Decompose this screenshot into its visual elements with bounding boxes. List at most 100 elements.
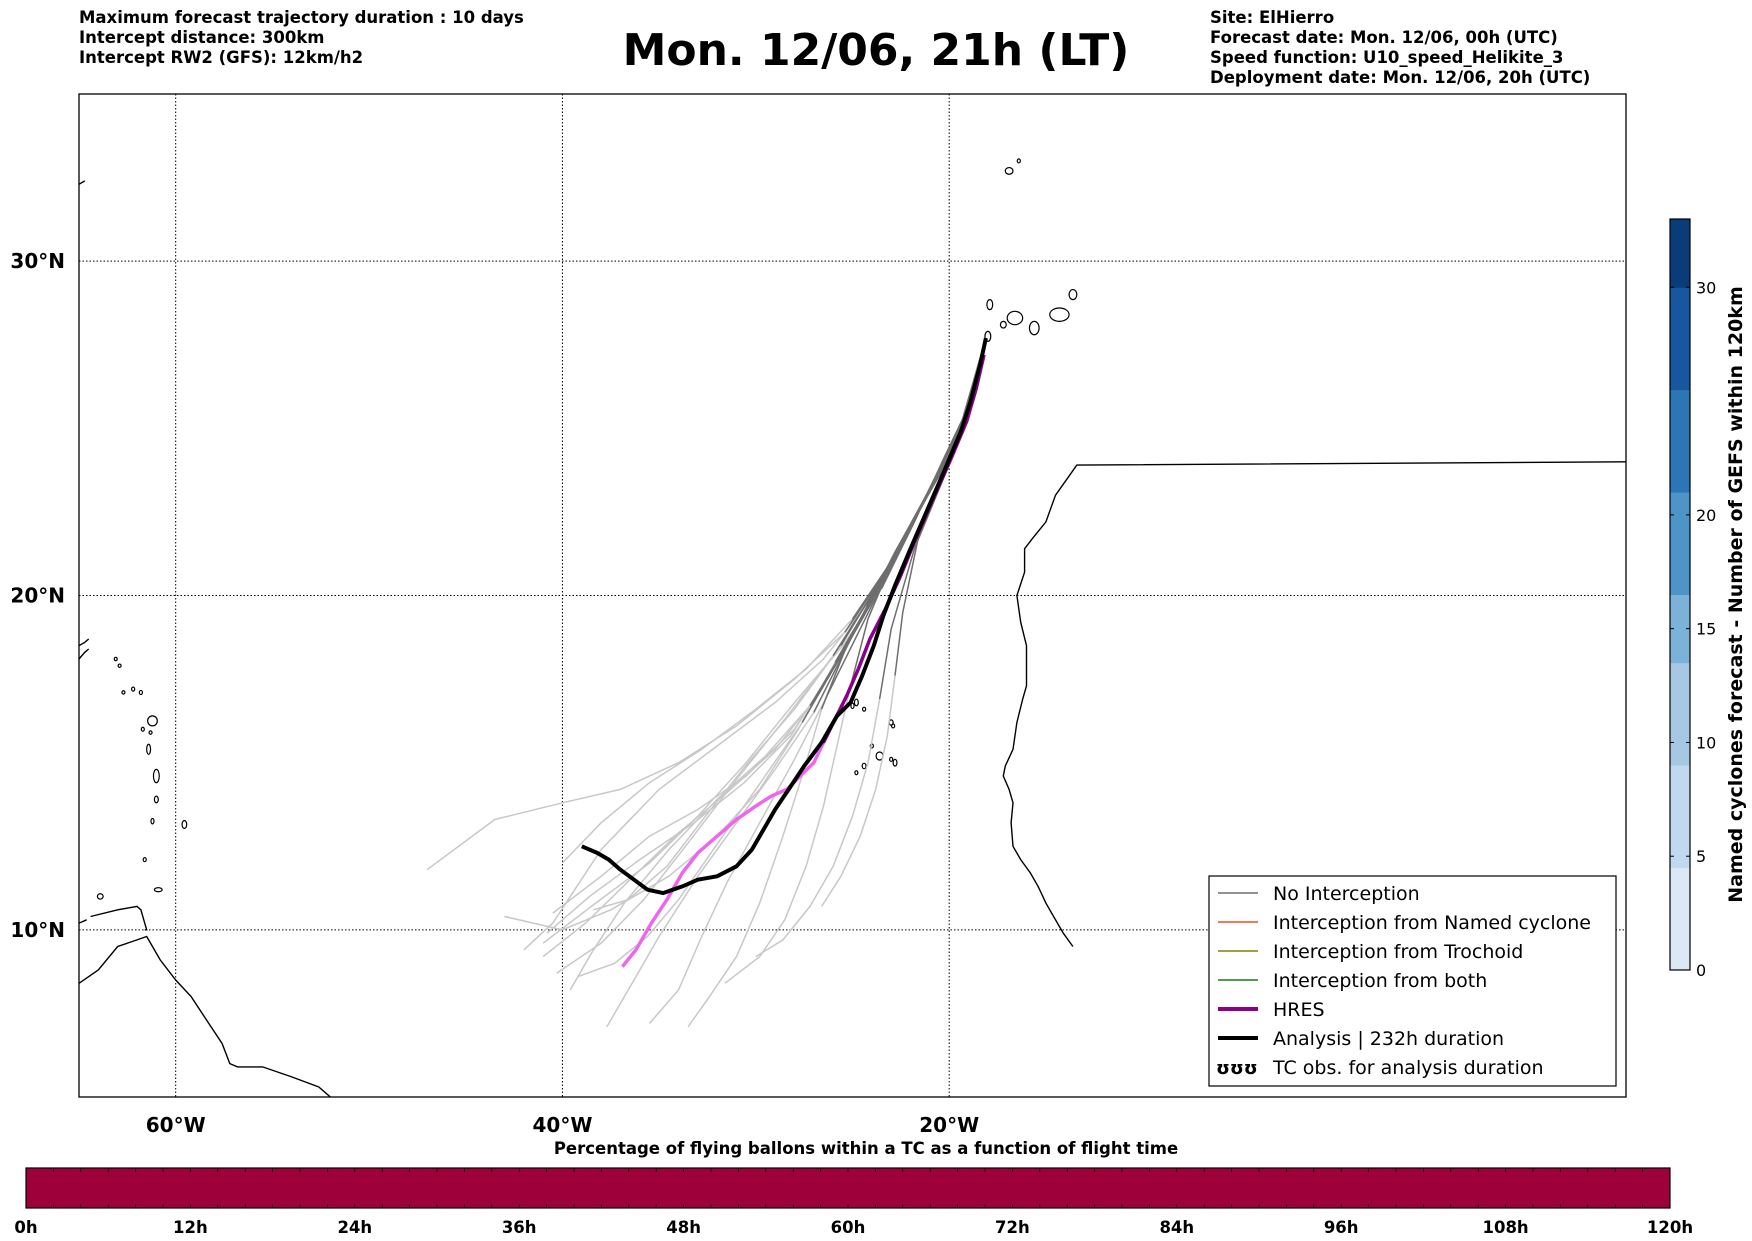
colorbar-level bbox=[1670, 492, 1690, 527]
island bbox=[153, 795, 159, 804]
forecast-date-text: Forecast date: Mon. 12/06, 00h (UTC) bbox=[1210, 28, 1558, 47]
island bbox=[130, 686, 136, 692]
island bbox=[146, 743, 152, 755]
colorbar-title: Named cyclones forecast - Number of GEFS… bbox=[1725, 286, 1747, 903]
island bbox=[150, 817, 155, 825]
island bbox=[117, 663, 122, 668]
legend: No Interception Interception from Named c… bbox=[1208, 875, 1617, 1087]
colorbar-level bbox=[1670, 253, 1690, 288]
island bbox=[0, 853, 7, 860]
max-duration-text: Maximum forecast trajectory duration : 1… bbox=[79, 8, 524, 27]
ensemble-track-late bbox=[523, 605, 867, 951]
colorbar-level bbox=[1670, 594, 1690, 630]
colorbar-level bbox=[1670, 731, 1690, 766]
legend-label: Interception from Named cyclone bbox=[1273, 912, 1591, 934]
island bbox=[1068, 288, 1078, 301]
colorbar-level bbox=[1670, 219, 1690, 254]
island bbox=[861, 706, 867, 712]
island bbox=[892, 758, 898, 767]
island bbox=[861, 762, 867, 770]
flight-time-tick-label: 60h bbox=[831, 1218, 866, 1237]
flight-time-tick-label: 24h bbox=[337, 1218, 372, 1237]
flight-time-tick-label: 36h bbox=[502, 1218, 537, 1237]
legend-box bbox=[1208, 875, 1617, 1087]
flight-time-tick-label: 72h bbox=[995, 1218, 1030, 1237]
colorbar-tick-label: 20 bbox=[1696, 506, 1716, 525]
deployment-date-text: Deployment date: Mon. 12/06, 20h (UTC) bbox=[1210, 68, 1591, 87]
island bbox=[850, 702, 855, 710]
colorbar-level bbox=[1670, 457, 1690, 493]
flight-time-tick-label: 96h bbox=[1324, 1218, 1359, 1237]
island bbox=[1016, 158, 1021, 164]
colorbar-level bbox=[1670, 526, 1690, 561]
flight-time-colorbar: Percentage of flying ballons within a TC… bbox=[14, 1139, 1693, 1237]
longitude-label: 40°W bbox=[532, 1113, 592, 1137]
island bbox=[853, 698, 859, 707]
legend-label: Interception from Trochoid bbox=[1273, 941, 1523, 963]
coastline bbox=[79, 648, 90, 660]
island bbox=[138, 689, 144, 696]
colorbar-level bbox=[1670, 560, 1690, 595]
flight-time-tick-label: 48h bbox=[666, 1218, 701, 1237]
island bbox=[148, 730, 153, 735]
colorbar-level bbox=[1670, 867, 1690, 903]
legend-label: TC obs. for analysis duration bbox=[1272, 1057, 1544, 1079]
island bbox=[986, 299, 994, 311]
legend-label: Interception from both bbox=[1273, 970, 1487, 992]
ensemble-track-late bbox=[755, 698, 881, 958]
colorbar-level bbox=[1670, 935, 1690, 971]
ensemble-track-late bbox=[561, 618, 854, 864]
island bbox=[140, 726, 145, 732]
island bbox=[153, 887, 163, 893]
flight-time-tick-label: 84h bbox=[1159, 1218, 1194, 1237]
colorbar-tick-label: 5 bbox=[1696, 847, 1706, 866]
flight-time-tick-label: 12h bbox=[173, 1218, 208, 1237]
island bbox=[984, 330, 992, 343]
island bbox=[1028, 320, 1040, 336]
ensemble-track-late bbox=[556, 655, 834, 974]
africa-coastline bbox=[1002, 461, 1626, 947]
flight-time-tick-label: 0h bbox=[14, 1218, 37, 1237]
latitude-label: 10°N bbox=[10, 918, 65, 942]
coastlines bbox=[0, 158, 1626, 1097]
coastline bbox=[79, 638, 90, 647]
ensemble-track-late bbox=[606, 712, 815, 1028]
trajectories bbox=[426, 337, 988, 1028]
island bbox=[889, 756, 894, 762]
colorbar-level bbox=[1670, 662, 1690, 698]
colorbar-level bbox=[1670, 901, 1690, 937]
island bbox=[999, 320, 1007, 329]
longitude-label: 20°W bbox=[919, 1113, 979, 1137]
colorbar-level bbox=[1670, 628, 1690, 664]
colorbar-level bbox=[1670, 696, 1690, 732]
island bbox=[1049, 307, 1070, 322]
island bbox=[1006, 310, 1024, 326]
island bbox=[121, 690, 126, 695]
site-information: Site: ElHierro Forecast date: Mon. 12/06… bbox=[1210, 8, 1590, 88]
colorbar-level bbox=[1670, 423, 1690, 459]
ensemble-track-late bbox=[546, 675, 830, 934]
map-title: Mon. 12/06, 21h (LT) bbox=[622, 25, 1130, 76]
latitude-label: 20°N bbox=[10, 584, 65, 608]
flight-time-tick-label: 120h bbox=[1647, 1218, 1693, 1237]
colorbar-tick-label: 30 bbox=[1696, 278, 1716, 297]
longitude-label: 60°W bbox=[146, 1113, 206, 1137]
cyclone-count-colorbar: 0 5 10 15 20 30 Named cyclones forecast - Numb… bbox=[1669, 218, 1747, 980]
speed-function-text: Speed function: U10_speed_Helikite_3 bbox=[1210, 48, 1564, 67]
colorbar-level bbox=[1670, 355, 1690, 391]
forecast-parameters: Maximum forecast trajectory duration : 1… bbox=[79, 8, 524, 68]
island bbox=[142, 857, 147, 863]
ensemble-track-late bbox=[593, 645, 842, 911]
island bbox=[152, 768, 160, 784]
colorbar-frame bbox=[1669, 218, 1691, 971]
island bbox=[181, 819, 188, 830]
island bbox=[96, 893, 104, 900]
colorbar-tick-label: 0 bbox=[1696, 961, 1706, 980]
island bbox=[147, 715, 158, 727]
ensemble-track-late bbox=[577, 722, 803, 978]
flight-time-colorbar-title: Percentage of flying ballons within a TC… bbox=[554, 1139, 1178, 1158]
coastline bbox=[90, 905, 148, 931]
coastline bbox=[79, 180, 86, 185]
analysis-track bbox=[581, 337, 988, 896]
